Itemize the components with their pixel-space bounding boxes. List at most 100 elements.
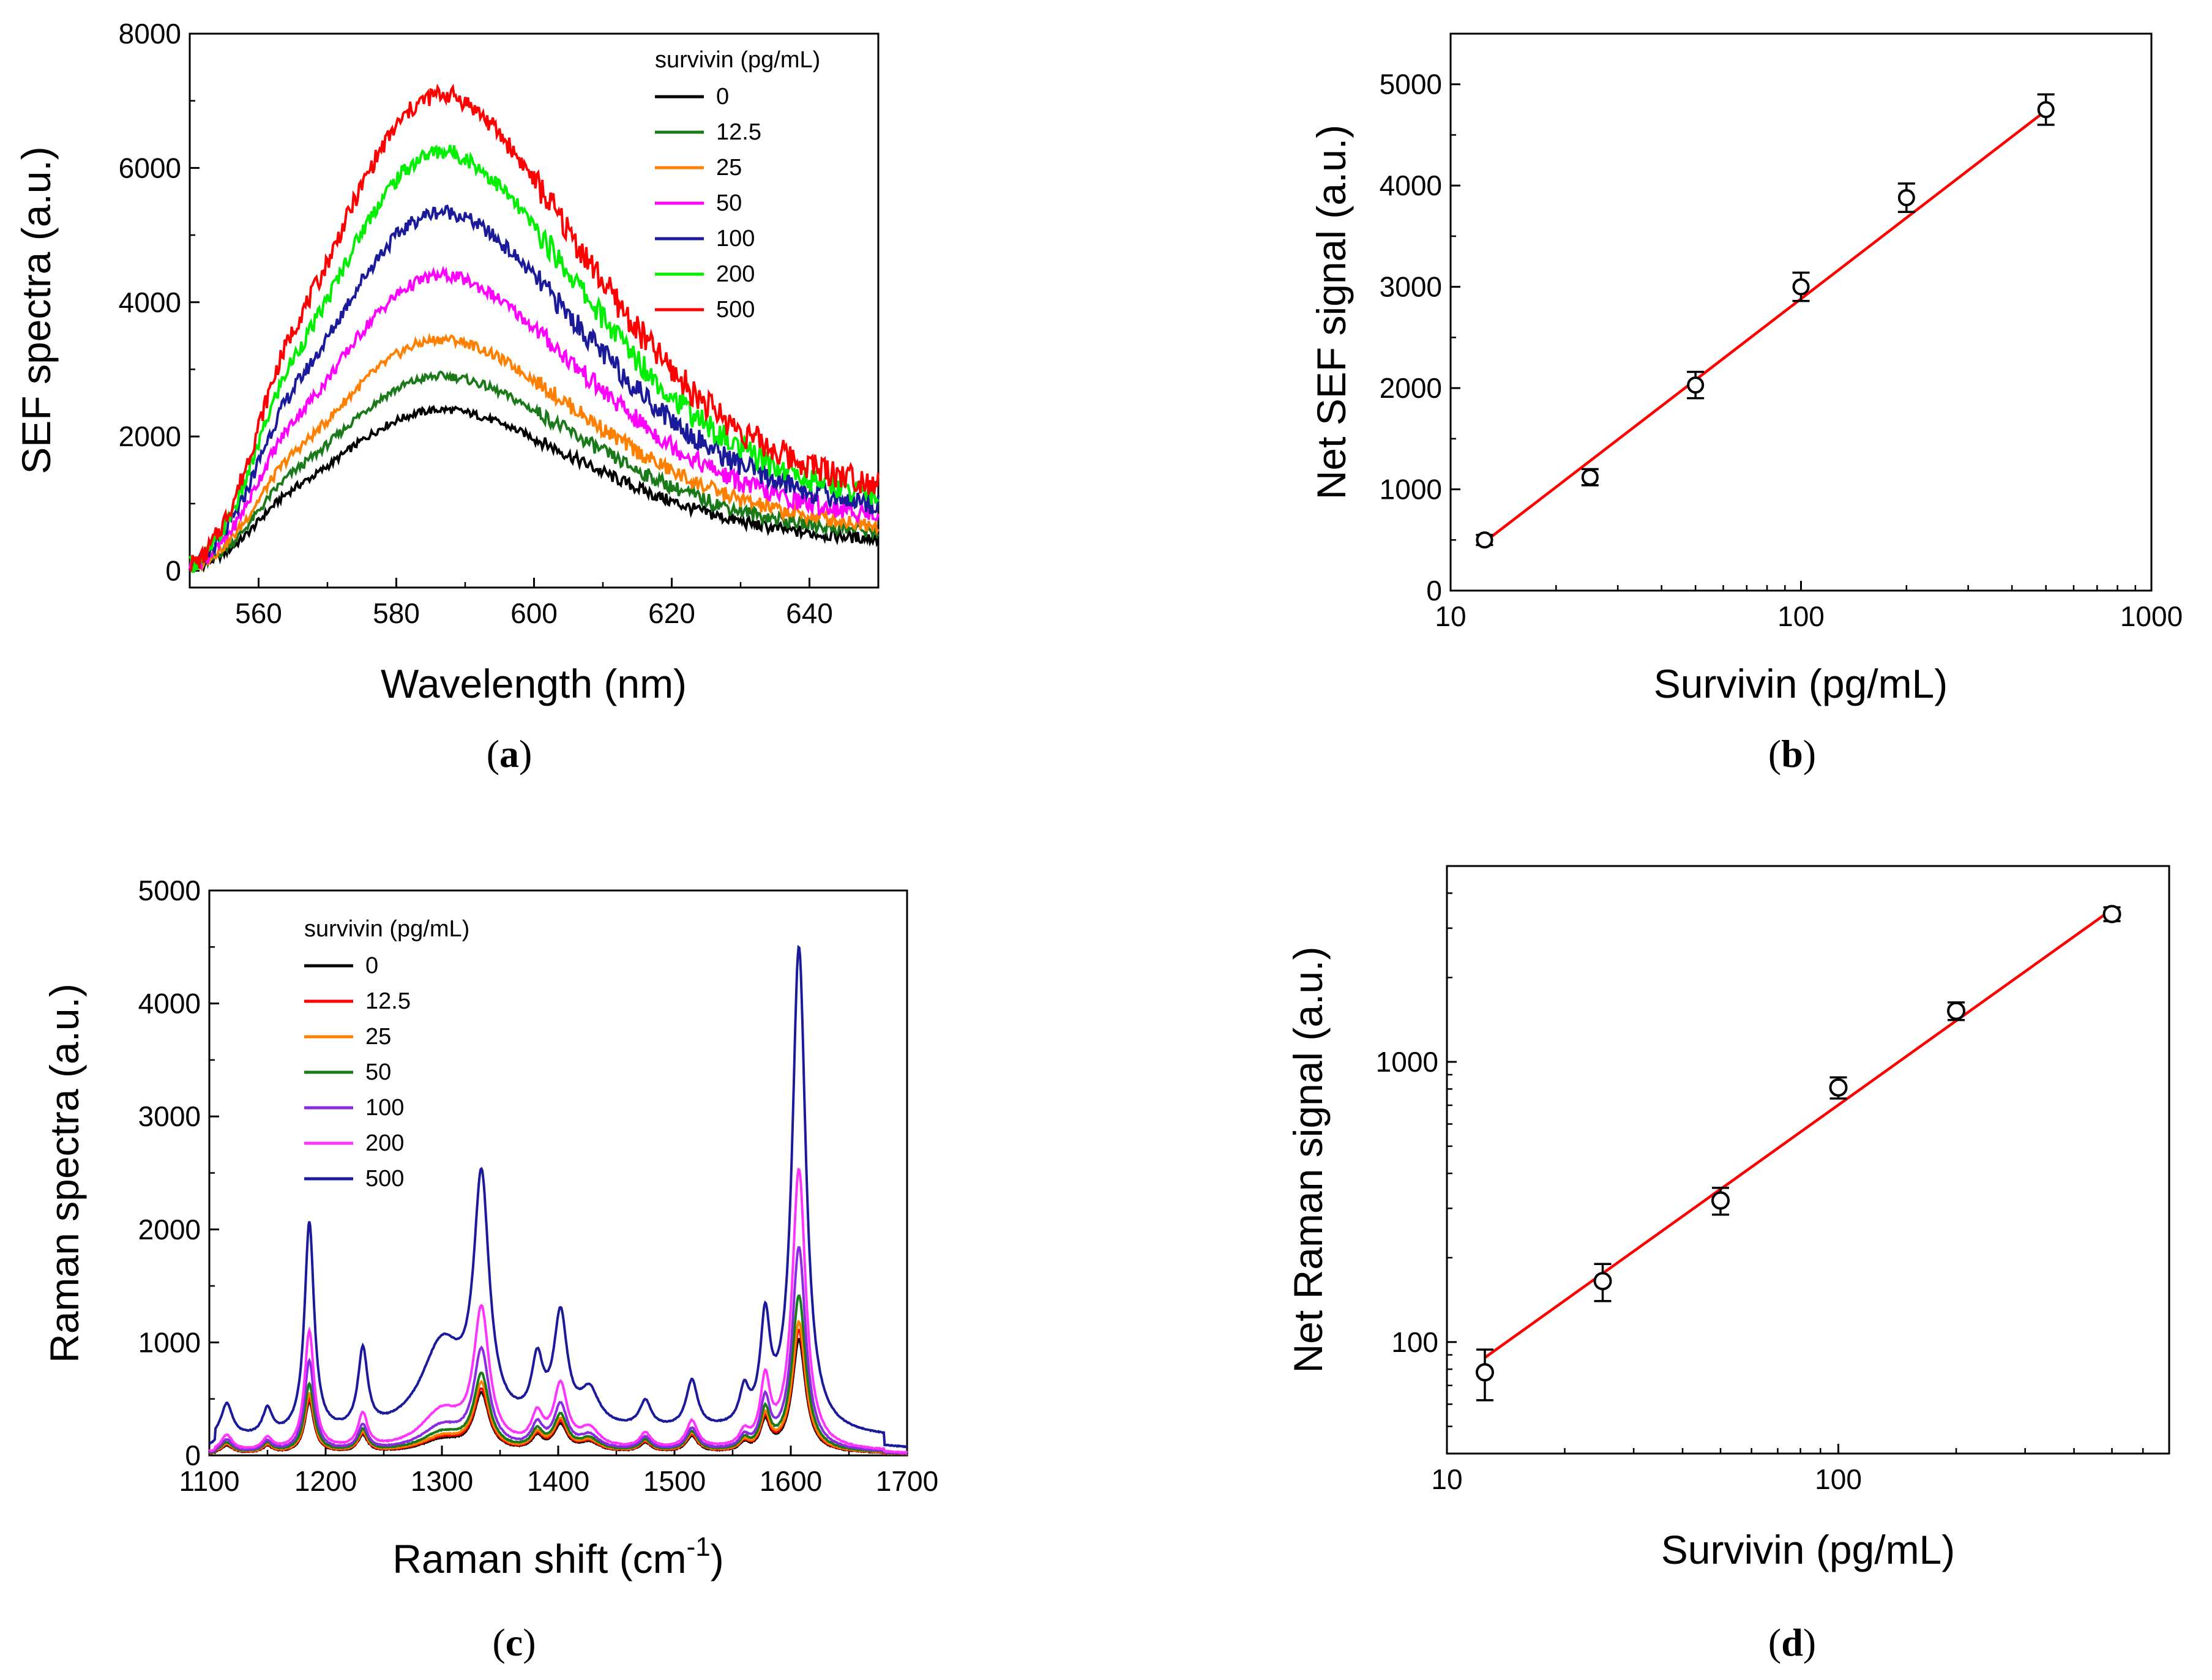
data-point <box>1581 468 1599 486</box>
panel-c-y-axis-title: Raman spectra (a.u.) <box>42 984 87 1363</box>
panel-label-d: (d) <box>1768 1621 1816 1664</box>
legend-label: 50 <box>716 190 742 216</box>
legend-label: 12.5 <box>365 988 411 1014</box>
legend-label: 25 <box>365 1024 391 1050</box>
data-point <box>1897 189 1915 207</box>
y-tick-label: 3000 <box>138 1100 201 1132</box>
x-tick-label: 1700 <box>876 1465 938 1497</box>
panel-c-x-axis-title: Raman shift (cm-1) <box>392 1532 724 1581</box>
x-tick-label: 1500 <box>643 1465 706 1497</box>
x-tick-label: 100 <box>1815 1463 1862 1495</box>
legend-label: 100 <box>365 1095 404 1121</box>
y-tick-label: 1000 <box>1376 1046 1438 1078</box>
data-point <box>1711 1191 1730 1210</box>
y-tick-label: 100 <box>1391 1326 1438 1358</box>
x-tick-label: 10 <box>1431 1463 1462 1495</box>
raman-series-line <box>209 944 907 1449</box>
y-tick-label: 4000 <box>1380 170 1442 201</box>
panel-label-b-letter: b <box>1781 732 1803 775</box>
y-tick-label: 4000 <box>119 286 181 318</box>
fit-line <box>1484 908 2113 1359</box>
panel-d-x-axis-title: Survivin (pg/mL) <box>1661 1527 1955 1572</box>
panel-b-x-ticks: 10 100 1000 <box>1435 581 2183 632</box>
fit-line <box>1484 109 2047 543</box>
panel-a-y-ticks: 0 2000 4000 6000 8000 <box>119 18 200 587</box>
panel-c-x-axis-title-superscript: -1 <box>687 1532 711 1562</box>
panel-c-x-ticks: 1100 1200 1300 1400 1500 1600 1700 <box>179 1446 938 1497</box>
x-tick-label: 1100 <box>179 1465 240 1497</box>
x-tick-label: 580 <box>373 597 420 629</box>
x-tick-label: 1600 <box>760 1465 822 1497</box>
y-tick-label: 0 <box>1426 575 1442 607</box>
panel-b-x-axis-title: Survivin (pg/mL) <box>1654 661 1948 706</box>
x-tick-label: 640 <box>786 597 833 629</box>
panel-c-x-axis-title-end: ) <box>711 1536 724 1581</box>
y-tick-label: 0 <box>165 555 181 587</box>
x-tick-label: 560 <box>235 597 282 629</box>
panel-label-d-letter: d <box>1781 1621 1803 1664</box>
panel-c-legend-title: survivin (pg/mL) <box>304 916 469 942</box>
data-point <box>1687 376 1705 394</box>
data-point <box>2037 101 2055 119</box>
panel-c-y-ticks: 0 1000 2000 3000 4000 5000 <box>138 875 219 1471</box>
data-point <box>1792 278 1810 296</box>
legend-label: 500 <box>716 297 755 323</box>
data-point <box>1476 531 1493 549</box>
panel-d-y-ticks: 100 1000 <box>1376 892 1457 1427</box>
y-tick-label: 8000 <box>119 18 181 50</box>
legend-label: 12.5 <box>716 119 761 145</box>
panel-b-net-sef-signal: 10 100 1000 0 1000 2000 3000 4000 5000 Survivin… <box>1309 32 2183 706</box>
legend-label: 0 <box>716 84 729 110</box>
legend-label: 200 <box>365 1130 404 1156</box>
legend-label: 0 <box>365 953 378 979</box>
x-tick-label: 600 <box>510 597 558 629</box>
panel-label-c-letter: c <box>506 1621 523 1664</box>
panel-label-a: (a) <box>487 732 532 775</box>
panel-c-raman-spectra: 1100 1200 1300 1400 1500 1600 1700 01000200030… <box>42 875 938 1581</box>
panel-d-net-raman-signal: 10 100 100 1000 Survivin (pg/mL) Net Raman… <box>1285 865 2170 1572</box>
y-tick-label: 0 <box>185 1439 201 1471</box>
data-point <box>1475 1363 1494 1382</box>
x-tick-label: 1200 <box>294 1465 357 1497</box>
sef-series-line <box>189 266 880 573</box>
legend-label: 200 <box>716 261 755 287</box>
panel-label-a-letter: a <box>499 732 519 775</box>
panel-b-fit-line <box>1484 109 2047 543</box>
panel-a-legend-title: survivin (pg/mL) <box>655 47 820 73</box>
legend-label: 100 <box>716 226 755 252</box>
data-point <box>2102 905 2121 924</box>
panel-a-y-axis-title: SEF spectra (a.u.) <box>13 146 59 474</box>
panel-b-y-ticks: 0 1000 2000 3000 4000 5000 <box>1380 69 1460 607</box>
panel-c-x-axis-title-main: Raman shift (cm <box>392 1536 686 1581</box>
y-tick-label: 1000 <box>1380 474 1442 506</box>
x-tick-label: 1300 <box>411 1465 473 1497</box>
sef-series-line <box>189 332 880 573</box>
y-tick-label: 5000 <box>138 875 201 906</box>
sef-series-line <box>189 370 880 572</box>
x-tick-label: 100 <box>1777 600 1825 632</box>
panel-d-y-axis-title: Net Raman signal (a.u.) <box>1285 947 1331 1373</box>
x-tick-label: 620 <box>648 597 695 629</box>
data-point <box>1947 1001 1966 1020</box>
panel-a-legend: survivin (pg/mL) 0 12.5 25 50 100 200 500 <box>655 47 820 323</box>
raman-series-line <box>209 1246 908 1455</box>
x-tick-label: 1400 <box>527 1465 589 1497</box>
y-tick-label: 5000 <box>1380 69 1442 100</box>
panel-b-y-axis-title: Net SEF signal (a.u.) <box>1309 125 1354 500</box>
panel-c-series <box>208 944 908 1456</box>
legend-label: 25 <box>716 155 742 181</box>
panel-a-x-ticks: 560 580 600 620 640 <box>235 578 833 629</box>
y-tick-label: 6000 <box>119 152 181 184</box>
panel-a-x-axis-title: Wavelength (nm) <box>381 661 687 706</box>
raman-series-line <box>209 1294 908 1455</box>
sef-series-line <box>189 83 880 572</box>
x-tick-label: 1000 <box>2120 600 2183 632</box>
y-tick-label: 3000 <box>1380 271 1442 303</box>
panel-d-x-ticks: 10 100 <box>1431 1444 2144 1495</box>
panel-label-c: (c) <box>492 1621 536 1664</box>
panel-c-legend: survivin (pg/mL) 0 12.5 25 50 100 200 500 <box>304 916 469 1192</box>
panel-a-series <box>189 83 880 573</box>
x-tick-label: 10 <box>1435 600 1466 632</box>
